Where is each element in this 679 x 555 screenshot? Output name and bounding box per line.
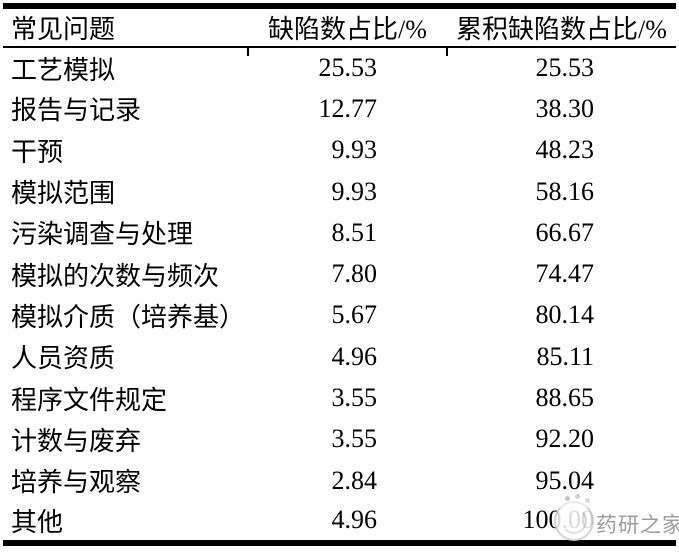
defect-pct-cell: 9.93 — [331, 135, 378, 165]
problem-cell: 干预 — [11, 137, 64, 167]
problem-cell: 计数与废弃 — [11, 426, 142, 456]
cumulative-pct-cell: 48.23 — [535, 135, 595, 165]
defect-pct-cell: 7.80 — [331, 259, 378, 289]
defect-pct-cell: 2.84 — [331, 465, 378, 495]
defect-pct-cell: 3.55 — [331, 424, 378, 454]
table-row: 报告与记录 12.77 38.30 — [3, 88, 676, 129]
defect-pct-cell: 5.67 — [331, 300, 378, 330]
cumulative-pct-cell: 74.47 — [535, 259, 595, 289]
problem-cell: 工艺模拟 — [11, 55, 116, 85]
defect-pct-cell: 4.96 — [331, 341, 378, 371]
problem-cell: 培养与观察 — [11, 468, 142, 498]
cumulative-pct-cell: 38.30 — [535, 93, 595, 123]
problem-cell: 程序文件规定 — [11, 385, 168, 415]
defect-pct-cell: 8.51 — [331, 217, 378, 247]
table-row: 培养与观察 2.84 95.04 — [3, 460, 676, 501]
problem-cell: 其他 — [11, 507, 64, 537]
table-row: 模拟的次数与频次 7.80 74.47 — [3, 253, 676, 294]
cumulative-pct-cell: 95.04 — [535, 465, 595, 495]
problem-cell: 人员资质 — [11, 344, 116, 374]
table-row: 计数与废弃 3.55 92.20 — [3, 419, 676, 460]
column-header-cumulative-pct: 累积缺陷数占比/% — [447, 6, 676, 48]
defect-statistics-table: 常见问题 缺陷数占比/% 累积缺陷数占比/% 工艺模拟 25.53 25.53 … — [3, 3, 676, 546]
table-row: 污染调查与处理 8.51 66.67 — [3, 212, 676, 253]
cumulative-pct-cell: 25.53 — [535, 53, 595, 83]
defect-pct-cell: 12.77 — [318, 93, 378, 123]
problem-cell: 模拟的次数与频次 — [11, 261, 220, 291]
table-row: 模拟介质（培养基） 5.67 80.14 — [3, 295, 676, 336]
column-header-problem: 常见问题 — [3, 6, 248, 48]
problem-cell: 报告与记录 — [11, 96, 142, 126]
column-divider-tick — [247, 46, 249, 56]
cumulative-pct-cell: 66.67 — [535, 217, 595, 247]
table-row: 其他 4.96 100.00 — [3, 501, 676, 542]
header-row: 常见问题 缺陷数占比/% 累积缺陷数占比/% — [3, 6, 676, 48]
problem-cell: 模拟范围 — [11, 179, 116, 209]
table-row: 干预 9.93 48.23 — [3, 130, 676, 171]
defect-pct-cell: 4.96 — [331, 505, 378, 535]
column-header-defect-pct: 缺陷数占比/% — [248, 6, 447, 48]
cumulative-pct-cell: 58.16 — [535, 176, 595, 206]
table-row: 程序文件规定 3.55 88.65 — [3, 377, 676, 418]
table-row: 模拟范围 9.93 58.16 — [3, 171, 676, 212]
problem-cell: 模拟介质（培养基） — [11, 302, 246, 332]
cumulative-pct-cell: 100.00 — [522, 505, 595, 535]
table-row: 人员资质 4.96 85.11 — [3, 336, 676, 377]
table-row: 工艺模拟 25.53 25.53 — [3, 47, 676, 88]
defect-pct-cell: 3.55 — [331, 383, 378, 413]
column-divider-tick — [446, 46, 448, 56]
cumulative-pct-cell: 85.11 — [536, 341, 594, 371]
cumulative-pct-cell: 88.65 — [535, 383, 595, 413]
cumulative-pct-cell: 92.20 — [535, 424, 595, 454]
defect-pct-cell: 25.53 — [318, 53, 378, 83]
defect-pct-cell: 9.93 — [331, 176, 378, 206]
problem-cell: 污染调查与处理 — [11, 220, 194, 250]
cumulative-pct-cell: 80.14 — [535, 300, 595, 330]
